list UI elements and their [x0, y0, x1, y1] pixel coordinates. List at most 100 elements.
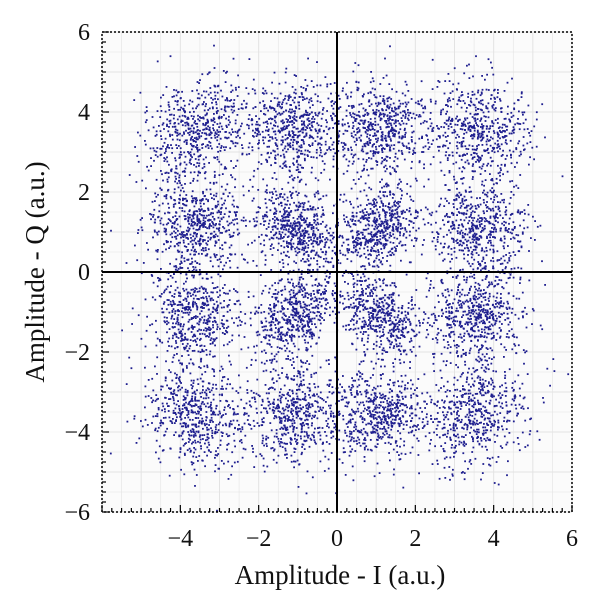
data-point: [306, 360, 308, 362]
data-point: [384, 158, 387, 160]
data-point: [303, 157, 306, 160]
data-point: [456, 379, 459, 382]
data-point: [311, 417, 313, 420]
data-point: [334, 152, 337, 155]
data-point: [509, 197, 512, 199]
data-point: [298, 236, 301, 239]
data-point: [187, 320, 190, 323]
data-point: [209, 328, 212, 330]
data-point: [439, 135, 441, 138]
data-point: [191, 442, 193, 445]
data-point: [219, 439, 222, 442]
data-point: [399, 128, 402, 131]
data-point: [286, 373, 288, 376]
data-point: [352, 385, 355, 388]
data-point: [175, 235, 177, 238]
data-point: [482, 434, 485, 436]
data-point: [326, 83, 329, 86]
data-point: [166, 323, 168, 326]
data-point: [321, 155, 323, 158]
data-point: [214, 470, 216, 473]
data-point: [464, 233, 466, 235]
data-point: [204, 254, 207, 257]
data-point: [290, 111, 293, 114]
data-point: [376, 396, 378, 398]
data-point: [375, 424, 377, 427]
data-point: [219, 231, 222, 234]
data-point: [482, 304, 485, 307]
data-point: [298, 215, 300, 218]
data-point: [485, 249, 488, 252]
data-point: [410, 198, 413, 201]
data-point: [173, 332, 176, 335]
data-point: [474, 403, 477, 406]
data-point: [382, 308, 385, 311]
data-point: [184, 197, 187, 200]
data-point: [180, 106, 183, 109]
data-point: [491, 379, 494, 382]
data-point: [334, 306, 336, 309]
data-point: [279, 154, 282, 157]
data-point: [365, 217, 367, 219]
data-point: [300, 259, 303, 262]
data-point: [491, 178, 494, 180]
data-point: [299, 146, 302, 149]
data-point: [405, 122, 408, 125]
data-point: [449, 123, 452, 125]
data-point: [310, 171, 313, 174]
data-point: [210, 97, 213, 99]
data-point: [399, 222, 402, 225]
data-point: [297, 283, 300, 285]
data-point: [161, 307, 163, 310]
data-point: [347, 149, 350, 151]
data-point: [210, 225, 213, 227]
data-point: [247, 346, 250, 349]
data-point: [442, 219, 444, 222]
data-point: [382, 331, 384, 333]
data-point: [341, 244, 343, 247]
data-point: [522, 122, 525, 125]
data-point: [455, 346, 458, 349]
data-point: [225, 327, 228, 329]
data-point: [137, 160, 140, 163]
data-point: [299, 226, 301, 229]
data-point: [225, 207, 227, 210]
data-point: [394, 415, 396, 417]
data-point: [284, 442, 287, 445]
data-point: [268, 222, 270, 225]
data-point: [507, 336, 510, 339]
data-point: [370, 249, 372, 252]
data-point: [205, 90, 208, 93]
data-point: [309, 224, 312, 226]
data-point: [309, 332, 312, 335]
data-point: [280, 290, 282, 292]
data-point: [273, 313, 276, 315]
data-point: [292, 282, 294, 285]
data-point: [245, 153, 248, 156]
data-point: [209, 260, 212, 262]
data-point: [466, 260, 469, 263]
data-point: [345, 324, 347, 327]
data-point: [283, 246, 286, 249]
data-point: [463, 212, 465, 214]
data-point: [297, 237, 299, 240]
data-point: [162, 122, 165, 125]
data-point: [192, 138, 194, 141]
data-point: [471, 238, 474, 241]
data-point: [207, 125, 209, 128]
data-point: [363, 253, 366, 255]
data-point: [402, 110, 404, 113]
data-point: [457, 227, 460, 229]
data-point: [386, 255, 389, 257]
data-point: [276, 147, 279, 150]
data-point: [498, 401, 501, 404]
data-point: [317, 427, 319, 429]
data-point: [379, 336, 382, 339]
data-point: [455, 219, 458, 222]
data-point: [308, 222, 311, 224]
data-point: [236, 460, 239, 463]
data-point: [379, 224, 381, 227]
data-point: [236, 205, 238, 208]
data-point: [474, 120, 477, 122]
data-point: [305, 314, 308, 317]
